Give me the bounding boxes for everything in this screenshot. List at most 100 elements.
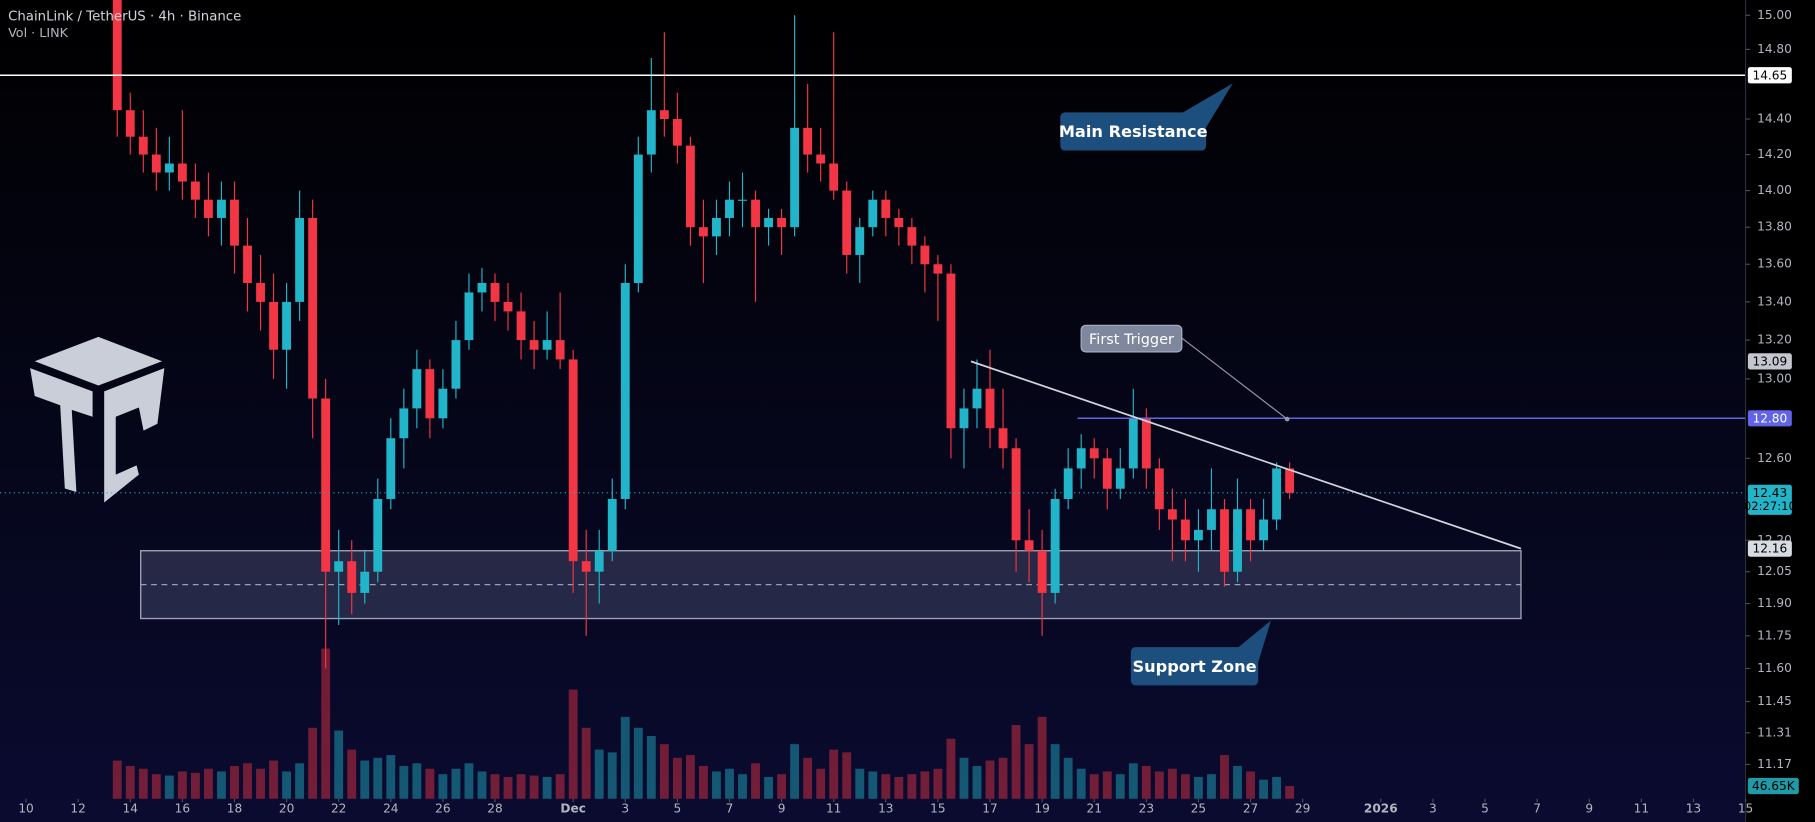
volume-bar	[112, 760, 122, 799]
volume-bar	[138, 768, 148, 799]
candle-body	[725, 199, 734, 218]
volume-bar	[594, 749, 604, 799]
x-tick-label: 10	[18, 802, 33, 816]
volume-bar	[764, 776, 773, 799]
candle-body	[190, 181, 200, 200]
candle-body	[998, 428, 1008, 449]
volume-bar	[1259, 779, 1268, 799]
x-tick-label: 7	[1533, 802, 1541, 816]
y-tick-label: 14.20	[1757, 147, 1792, 161]
volume-bar	[829, 749, 839, 799]
candle-body	[125, 110, 135, 137]
volume-tag-label: 46.65K	[1752, 779, 1796, 793]
candle-body	[282, 301, 292, 350]
volume-bar	[946, 738, 956, 799]
candle-body	[477, 283, 487, 293]
volume-bar	[1141, 766, 1151, 799]
candle-body	[347, 561, 357, 593]
candle-body	[399, 408, 409, 439]
callout-box	[1080, 324, 1183, 353]
volume-bar	[842, 752, 852, 799]
candle-body	[933, 264, 943, 274]
candle-body	[412, 369, 422, 409]
candle-body	[295, 217, 305, 302]
callout-line	[1181, 337, 1288, 420]
candle-body	[256, 283, 265, 302]
volume-bar	[751, 763, 760, 799]
candle-body	[516, 311, 526, 341]
candle-body	[685, 145, 695, 228]
y-tick-label: 11.60	[1757, 661, 1792, 675]
volume-bar	[699, 766, 708, 799]
y-tick-label: 12.05	[1757, 564, 1792, 578]
x-tick-label: 3	[621, 802, 629, 816]
candle-body	[738, 199, 747, 201]
volume-bar	[308, 727, 318, 799]
countdown: 02:27:10	[1744, 499, 1796, 513]
volume-bar	[881, 774, 891, 799]
candle-body	[164, 163, 174, 173]
candle-body	[568, 359, 578, 562]
y-tick-label: 11.17	[1757, 757, 1792, 771]
x-tick-label: 26	[435, 802, 450, 816]
volume-bar	[256, 768, 265, 799]
x-tick-label: 21	[1086, 802, 1101, 816]
price-tag	[1747, 67, 1792, 84]
y-tick-label: 15.00	[1757, 8, 1792, 22]
y-tick-label: 11.45	[1757, 694, 1792, 708]
y-tick-label: 12.60	[1757, 451, 1792, 465]
volume-bar	[790, 744, 800, 799]
candle-body	[1102, 458, 1112, 489]
candle-body	[594, 550, 604, 572]
price-tag	[1747, 353, 1792, 370]
volume-bar	[490, 774, 500, 799]
candle-body	[803, 127, 813, 155]
volume-bar	[1076, 768, 1086, 799]
candle-body	[672, 119, 682, 146]
candle-body	[1141, 418, 1151, 469]
y-tick-label: 14.40	[1757, 112, 1792, 126]
volume-bar	[777, 774, 787, 799]
candle-body	[1194, 529, 1203, 541]
y-tick-label: 13.60	[1757, 257, 1792, 271]
volume-bar	[464, 763, 474, 799]
candle-body	[894, 217, 904, 228]
volume-bar	[1233, 766, 1242, 799]
price-tag	[1747, 540, 1792, 557]
volume-bar	[620, 716, 630, 799]
candle-body	[151, 154, 161, 173]
y-tick-label: 11.75	[1757, 628, 1792, 642]
candle-body	[1180, 519, 1190, 541]
volume-bar	[933, 768, 943, 799]
candle-body	[1259, 519, 1268, 541]
price-tag-label: 12.80	[1752, 411, 1787, 425]
candle-body	[529, 340, 539, 350]
volume-bar	[920, 771, 930, 799]
volume-bar	[685, 755, 695, 799]
x-tick-label: 15	[1738, 802, 1753, 816]
candle-body	[1024, 540, 1034, 551]
candle-body	[1050, 498, 1060, 593]
candle-body	[829, 163, 839, 191]
candle-body	[1246, 509, 1255, 541]
x-tick-label: 9	[778, 802, 786, 816]
candle-body	[699, 227, 708, 237]
chart-subtitle: Vol · LINK	[8, 26, 69, 41]
volume-bar	[1272, 776, 1282, 799]
volume-bar	[568, 689, 578, 799]
volume-bar	[321, 648, 331, 799]
candle-body	[907, 227, 917, 246]
candle-body	[633, 154, 643, 284]
candle-body	[542, 340, 552, 350]
x-tick-label: 15	[930, 802, 945, 816]
volume-bar	[1102, 771, 1112, 799]
volume-bar	[542, 776, 552, 799]
volume-bar	[725, 768, 734, 799]
price-tag-label: 13.09	[1752, 354, 1787, 368]
candle-body	[243, 245, 252, 284]
candle-body	[503, 301, 513, 312]
candle-body	[1154, 468, 1164, 510]
candle-body	[138, 136, 148, 155]
volume-bar	[985, 760, 995, 799]
